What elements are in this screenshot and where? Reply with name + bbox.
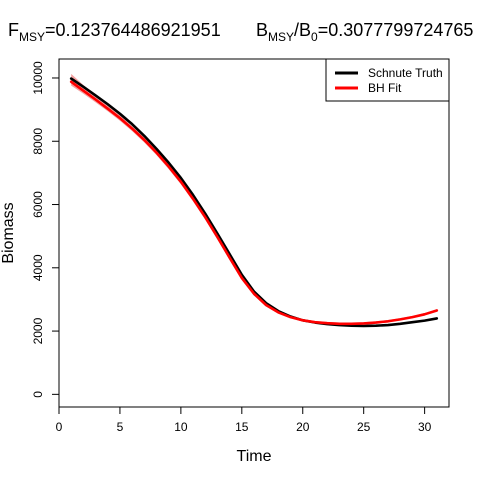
y-tick-label: 6000 xyxy=(31,191,45,218)
y-axis-label: Biomass xyxy=(0,202,17,263)
legend-box xyxy=(325,58,450,102)
title-right: BMSY/B0=0.3077799724765 xyxy=(256,20,473,44)
title-right-sub2: 0 xyxy=(311,30,318,44)
series-layer xyxy=(69,77,439,328)
y-tick-label: 2000 xyxy=(31,317,45,344)
confidence-band-layer xyxy=(71,73,437,325)
x-tick-label: 5 xyxy=(117,420,124,434)
title-right-rest: =0.3077799724765 xyxy=(318,20,474,40)
x-tick-label: 20 xyxy=(296,420,310,434)
title-left-sub: MSY xyxy=(19,30,45,44)
title-left: FMSY=0.123764486921951 xyxy=(8,20,221,44)
series-line-schnute-truth xyxy=(69,77,439,328)
title-right-slash: /B xyxy=(294,20,311,40)
title-left-rest: =0.123764486921951 xyxy=(45,20,221,40)
y-tick-label: 10000 xyxy=(31,61,45,95)
x-axis: 0 5 10 15 20 25 30 xyxy=(56,406,432,434)
x-tick-label: 25 xyxy=(357,420,371,434)
legend-label-bh-fit: BH Fit xyxy=(368,81,402,95)
x-tick-label: 30 xyxy=(418,420,432,434)
title-right-main: B xyxy=(256,20,268,40)
title-right-sub: MSY xyxy=(268,30,294,44)
x-tick-label: 10 xyxy=(174,420,188,434)
legend: Schnute Truth BH Fit xyxy=(325,58,450,102)
title-left-main: F xyxy=(8,20,19,40)
y-axis: 0 2000 4000 6000 8000 10000 xyxy=(31,61,60,398)
y-tick-label: 4000 xyxy=(31,254,45,281)
y-tick-label: 8000 xyxy=(31,128,45,155)
y-tick-label: 0 xyxy=(31,391,45,398)
bh-fit-confidence-band xyxy=(71,73,437,325)
series-line-bh-fit xyxy=(69,80,439,326)
chart-title: FMSY=0.123764486921951 BMSY/B0=0.3077799… xyxy=(8,20,473,44)
x-tick-label: 0 xyxy=(56,420,63,434)
x-axis-label: Time xyxy=(237,448,272,465)
legend-label-schnute-truth: Schnute Truth xyxy=(368,66,443,80)
x-tick-label: 15 xyxy=(235,420,249,434)
